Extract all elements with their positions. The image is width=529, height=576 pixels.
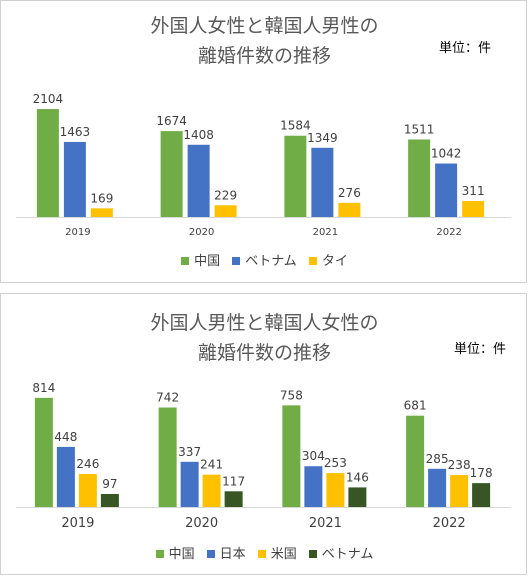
x-tick-label: 2020 xyxy=(185,516,218,531)
legend-item: 日本 xyxy=(206,543,246,562)
data-label: 229 xyxy=(214,188,237,202)
bar xyxy=(34,397,53,507)
data-label: 238 xyxy=(448,458,471,472)
data-label: 246 xyxy=(76,457,99,471)
x-tick-label: 2019 xyxy=(65,227,90,238)
x-tick-label: 2019 xyxy=(61,516,94,531)
data-label: 304 xyxy=(302,449,325,463)
chart-legend: 中国 ベトナム タイ xyxy=(1,250,528,269)
bar xyxy=(348,487,367,507)
legend-item: 米国 xyxy=(257,543,297,562)
data-label: 1408 xyxy=(183,128,214,142)
legend-swatch xyxy=(308,549,317,558)
legend-swatch xyxy=(257,549,266,558)
bar xyxy=(450,475,469,507)
bar xyxy=(36,109,59,217)
data-label: 1674 xyxy=(156,114,187,128)
bar xyxy=(462,201,485,217)
data-label: 2104 xyxy=(33,92,64,106)
data-label: 1584 xyxy=(280,119,311,133)
data-label: 285 xyxy=(426,452,449,466)
data-label: 758 xyxy=(280,388,303,402)
data-label: 814 xyxy=(32,381,55,395)
unit-label: 単位：件 xyxy=(454,342,507,357)
x-tick-label: 2022 xyxy=(436,227,461,238)
data-label: 1042 xyxy=(431,147,462,161)
chart-title: 外国人男性と韓国人女性の 離婚件数の推移 xyxy=(1,308,528,368)
data-label: 1511 xyxy=(404,122,435,136)
legend-label: 中国 xyxy=(194,254,221,269)
chart-panel-2: 外国人男性と韓国人女性の 離婚件数の推移 単位：件 814 448 246 97 201… xyxy=(0,293,527,575)
data-label: 276 xyxy=(338,186,361,200)
data-label: 1463 xyxy=(60,125,91,139)
data-label: 97 xyxy=(102,477,117,491)
bar xyxy=(338,202,361,217)
legend-item: 中国 xyxy=(155,543,195,562)
x-tick-label: 2021 xyxy=(309,516,342,531)
legend-label: タイ xyxy=(321,254,348,269)
bar xyxy=(406,415,425,507)
bar xyxy=(408,139,431,217)
data-label: 146 xyxy=(346,470,369,484)
bar xyxy=(158,407,177,507)
bar xyxy=(90,208,113,217)
legend-swatch xyxy=(206,549,215,558)
data-label: 448 xyxy=(54,430,77,444)
data-label: 311 xyxy=(462,184,485,198)
data-label: 1349 xyxy=(307,131,338,145)
legend-swatch xyxy=(308,256,317,265)
data-label: 169 xyxy=(90,191,113,205)
legend-item: タイ xyxy=(308,250,348,269)
x-tick-label: 2021 xyxy=(313,227,338,238)
data-label: 681 xyxy=(404,399,427,413)
legend-swatch xyxy=(232,256,241,265)
bar xyxy=(282,405,301,507)
bar xyxy=(224,491,243,507)
chart-panel-1: 外国人女性と韓国人男性の 離婚件数の推移 単位：件 2104 1463 169 201… xyxy=(0,0,527,283)
data-label: 178 xyxy=(470,466,493,480)
x-tick-label: 2020 xyxy=(189,227,214,238)
bar xyxy=(180,461,199,507)
x-tick-label: 2022 xyxy=(433,516,466,531)
data-label: 337 xyxy=(178,445,201,459)
bar xyxy=(435,163,458,217)
bar xyxy=(100,493,119,507)
chart-title-line-2: 離婚件数の推移 xyxy=(197,342,331,364)
bar xyxy=(187,144,210,217)
legend-label: ベトナム xyxy=(321,547,374,562)
legend-item: ベトナム xyxy=(232,250,297,269)
legend-item: ベトナム xyxy=(308,543,374,562)
bar xyxy=(63,141,86,217)
bar xyxy=(78,474,97,507)
bar xyxy=(428,468,447,507)
bar xyxy=(472,483,491,507)
data-label: 117 xyxy=(222,474,245,488)
bar xyxy=(326,473,345,507)
chart-title: 外国人女性と韓国人男性の 離婚件数の推移 xyxy=(1,11,528,71)
data-label: 241 xyxy=(200,458,223,472)
chart-title-line-1: 外国人女性と韓国人男性の xyxy=(150,15,379,37)
unit-label: 単位：件 xyxy=(439,41,492,56)
bar xyxy=(160,131,183,217)
legend-label: 日本 xyxy=(219,547,246,562)
bar xyxy=(56,446,75,507)
bar xyxy=(214,205,237,217)
legend-label: 中国 xyxy=(168,547,195,562)
legend-item: 中国 xyxy=(181,250,220,269)
bar xyxy=(311,147,334,217)
chart-title-line-2: 離婚件数の推移 xyxy=(197,45,331,67)
legend-label: ベトナム xyxy=(245,254,297,269)
legend-label: 米国 xyxy=(270,547,297,562)
chart-legend: 中国 日本 米国 ベトナム xyxy=(1,543,528,562)
chart-title-line-1: 外国人男性と韓国人女性の xyxy=(150,312,379,334)
bar xyxy=(284,135,307,217)
data-label: 253 xyxy=(324,456,347,470)
legend-swatch xyxy=(181,256,190,265)
bar xyxy=(304,466,323,507)
bar xyxy=(202,474,221,507)
data-label: 742 xyxy=(156,391,179,405)
legend-swatch xyxy=(155,549,164,558)
